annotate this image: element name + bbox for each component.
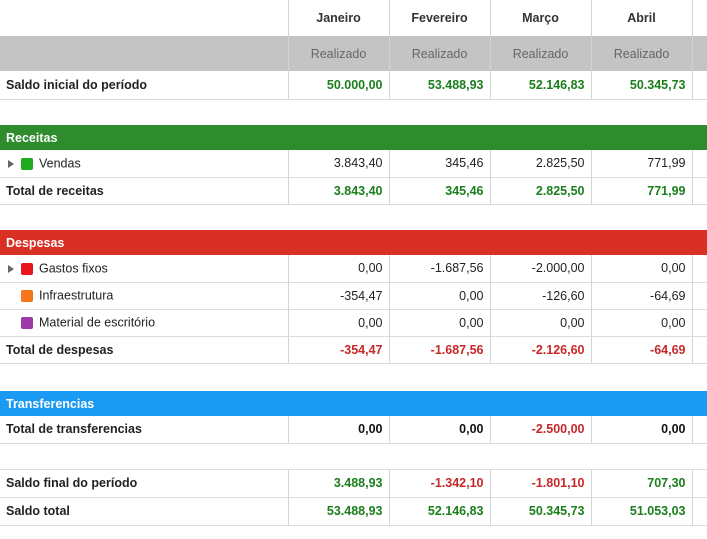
transfers-section-header: Transferencias xyxy=(0,391,707,416)
section-title: Despesas xyxy=(0,230,707,255)
realized-subheader: Realizado xyxy=(287,36,389,71)
category-row[interactable]: Material de escritório 0,00 0,00 0,00 0,… xyxy=(0,309,707,337)
category-color-swatch xyxy=(21,157,33,170)
total-balance-row: Saldo total 53.488,93 52.146,83 50.345,7… xyxy=(0,497,707,526)
revenues-section-header: Receitas xyxy=(0,125,707,150)
revenues-total-row: Total de receitas 3.843,40 345,46 2.825,… xyxy=(0,177,707,205)
value-cell[interactable]: 0,00 xyxy=(388,309,490,337)
value-cell: -64,69 xyxy=(590,336,692,364)
category-label[interactable]: Vendas xyxy=(39,156,81,171)
category-row[interactable]: Gastos fixos 0,00 -1.687,56 -2.000,00 0,… xyxy=(0,255,707,283)
row-label: Total de receitas xyxy=(0,177,288,205)
value-cell: 2.825,50 xyxy=(489,177,591,205)
value-cell: 50.345,73 xyxy=(489,497,591,526)
row-label: Saldo total xyxy=(0,497,288,526)
transfers-total-row: Total de transferencias 0,00 0,00 -2.500… xyxy=(0,416,707,444)
opening-balance-row: Saldo inicial do período 50.000,00 53.48… xyxy=(0,71,707,100)
value-cell[interactable]: -2.000,00 xyxy=(489,255,591,283)
value-cell: -2.500,00 xyxy=(489,416,591,444)
expand-triangle-icon[interactable] xyxy=(8,159,14,168)
month-header[interactable]: Abril xyxy=(590,0,692,36)
cashflow-table: Janeiro Fevereiro Março Abril Realizado … xyxy=(0,0,707,526)
category-color-swatch xyxy=(21,316,33,329)
category-color-swatch xyxy=(21,289,33,302)
value-cell: -1.342,10 xyxy=(388,468,490,498)
expenses-total-row: Total de despesas -354,47 -1.687,56 -2.1… xyxy=(0,336,707,364)
value-cell: 50.000,00 xyxy=(287,71,389,100)
subheader-row: Realizado Realizado Realizado Realizado xyxy=(0,36,707,71)
category-row[interactable]: Infraestrutura -354,47 0,00 -126,60 -64,… xyxy=(0,282,707,310)
month-header-row: Janeiro Fevereiro Março Abril xyxy=(0,0,707,36)
month-header[interactable]: Janeiro xyxy=(287,0,389,36)
value-cell: 3.488,93 xyxy=(287,468,389,498)
value-cell[interactable]: 0,00 xyxy=(590,255,692,283)
category-label[interactable]: Material de escritório xyxy=(39,315,156,330)
value-cell: 771,99 xyxy=(590,177,692,205)
section-title: Transferencias xyxy=(0,391,707,416)
expenses-section-header: Despesas xyxy=(0,230,707,255)
value-cell[interactable]: 0,00 xyxy=(388,282,490,310)
value-cell[interactable]: 771,99 xyxy=(590,150,692,178)
value-cell[interactable]: 0,00 xyxy=(287,255,389,283)
value-cell[interactable]: -126,60 xyxy=(489,282,591,310)
month-header[interactable]: Fevereiro xyxy=(388,0,490,36)
realized-subheader: Realizado xyxy=(590,36,692,71)
row-label: Total de transferencias xyxy=(0,416,288,444)
value-cell: 51.053,03 xyxy=(590,497,692,526)
value-cell: 53.488,93 xyxy=(287,497,389,526)
value-cell: -1.687,56 xyxy=(388,336,490,364)
value-cell[interactable]: 2.825,50 xyxy=(489,150,591,178)
value-cell: 3.843,40 xyxy=(287,177,389,205)
row-label: Saldo inicial do período xyxy=(0,71,288,100)
value-cell[interactable]: -64,69 xyxy=(590,282,692,310)
value-cell[interactable]: 345,46 xyxy=(388,150,490,178)
value-cell: -1.801,10 xyxy=(489,468,591,498)
category-color-swatch xyxy=(21,262,33,275)
value-cell: 707,30 xyxy=(590,468,692,498)
value-cell[interactable]: 0,00 xyxy=(590,309,692,337)
expand-triangle-icon[interactable] xyxy=(8,264,14,273)
category-label[interactable]: Infraestrutura xyxy=(39,288,114,303)
value-cell: 52.146,83 xyxy=(489,71,591,100)
value-cell: 345,46 xyxy=(388,177,490,205)
value-cell[interactable]: -354,47 xyxy=(287,282,389,310)
value-cell: 52.146,83 xyxy=(388,497,490,526)
realized-subheader: Realizado xyxy=(489,36,591,71)
closing-balance-row: Saldo final do período 3.488,93 -1.342,1… xyxy=(0,468,707,498)
value-cell: 0,00 xyxy=(287,416,389,444)
category-label[interactable]: Gastos fixos xyxy=(39,261,108,276)
header-label-cell xyxy=(0,0,288,36)
row-label: Total de despesas xyxy=(0,336,288,364)
value-cell: 0,00 xyxy=(590,416,692,444)
value-cell: 53.488,93 xyxy=(388,71,490,100)
value-cell[interactable]: 0,00 xyxy=(287,309,389,337)
value-cell[interactable]: 3.843,40 xyxy=(287,150,389,178)
value-cell: -354,47 xyxy=(287,336,389,364)
value-cell: -2.126,60 xyxy=(489,336,591,364)
section-title: Receitas xyxy=(0,125,707,150)
row-label: Saldo final do período xyxy=(0,468,288,498)
value-cell: 0,00 xyxy=(388,416,490,444)
category-row[interactable]: Vendas 3.843,40 345,46 2.825,50 771,99 xyxy=(0,150,707,178)
value-cell[interactable]: -1.687,56 xyxy=(388,255,490,283)
month-header[interactable]: Março xyxy=(489,0,591,36)
realized-subheader: Realizado xyxy=(388,36,490,71)
value-cell: 50.345,73 xyxy=(590,71,692,100)
value-cell[interactable]: 0,00 xyxy=(489,309,591,337)
